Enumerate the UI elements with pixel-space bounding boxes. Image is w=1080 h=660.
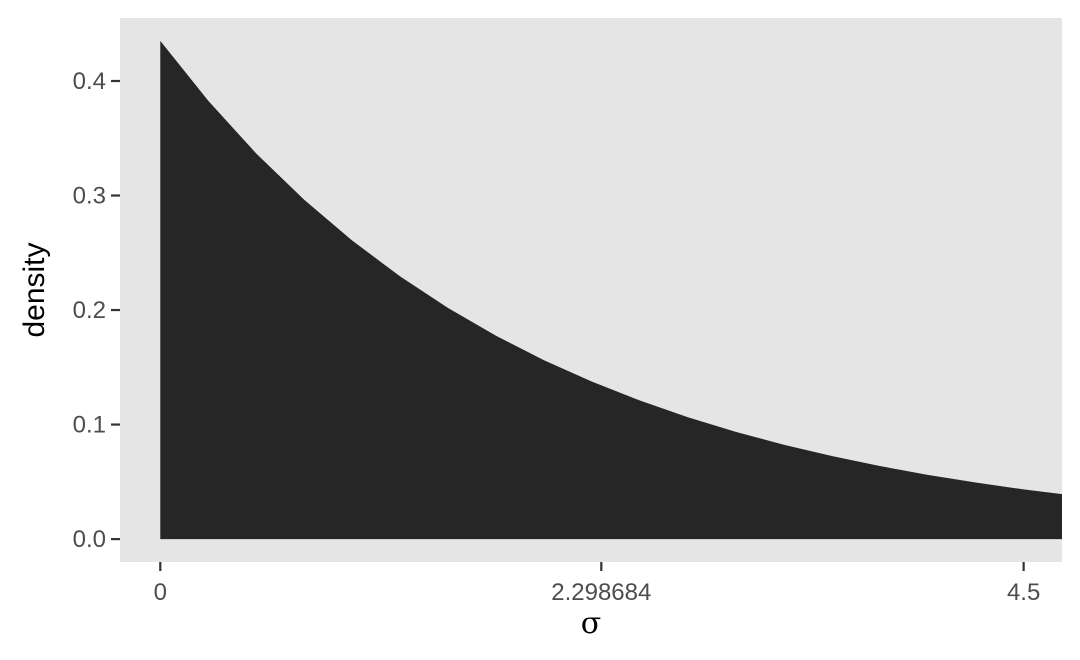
x-tick-label: 2.298684 [551,579,651,606]
x-axis-title: σ [581,606,601,641]
y-tick-label: 0.4 [73,68,106,95]
y-axis: 0.0 0.1 0.2 0.3 0.4 [73,68,120,553]
x-tick-label: 0 [154,579,167,606]
x-tick-label: 4.5 [1007,579,1040,606]
y-tick-label: 0.2 [73,297,106,324]
x-axis: 0 2.298684 4.5 [154,562,1040,606]
y-tick-label: 0.0 [73,526,106,553]
y-tick-label: 0.3 [73,183,106,210]
density-area [160,40,1063,540]
y-tick-label: 0.1 [73,412,106,439]
y-axis-title: density [18,242,51,337]
area-layer [160,40,1063,540]
